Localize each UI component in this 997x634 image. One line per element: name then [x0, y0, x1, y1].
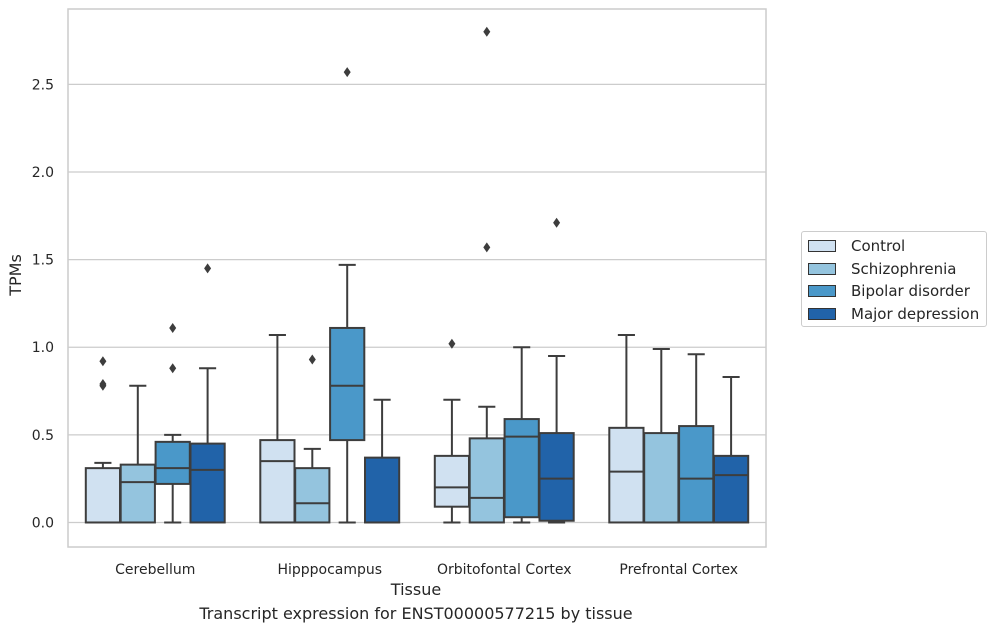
outlier-point — [169, 363, 177, 374]
legend-label: Control — [851, 237, 906, 255]
box-iqr — [538, 432, 575, 522]
plot-frame — [67, 8, 767, 548]
box-iqr — [329, 326, 366, 442]
box-schizophrenia — [643, 347, 680, 524]
box-iqr — [503, 418, 540, 519]
box-major-depression — [363, 398, 401, 524]
box-schizophrenia — [119, 384, 156, 524]
y-axis-label: TPMs — [6, 254, 25, 297]
box-bipolar-disorder — [503, 346, 540, 524]
x-tick-label: Prefrontal Cortex — [619, 562, 738, 578]
x-tick-label: Orbitofontal Cortex — [437, 562, 572, 578]
y-tick-label: 0.0 — [32, 515, 54, 531]
y-tick-label: 1.5 — [32, 253, 54, 269]
box-iqr — [259, 439, 296, 524]
box-plots — [84, 26, 750, 524]
legend-swatch — [808, 285, 836, 297]
outlier-point — [483, 26, 491, 37]
box-iqr — [84, 467, 122, 524]
legend-swatch — [808, 262, 836, 275]
box-iqr — [608, 426, 645, 524]
box-iqr — [468, 437, 505, 524]
box-major-depression — [538, 217, 575, 524]
outlier-point — [99, 356, 107, 367]
y-tick-label: 2.0 — [32, 165, 54, 181]
box-iqr — [363, 456, 401, 524]
box-control — [259, 333, 296, 524]
outlier-point — [99, 380, 107, 391]
outlier-point — [553, 217, 561, 228]
legend-label: Schizophrenia — [851, 259, 957, 278]
y-tick-label: 1.0 — [32, 340, 54, 356]
legend: Control Schizophrenia Bipolar disorder Majo… — [801, 231, 987, 327]
box-bipolar-disorder — [154, 322, 191, 524]
y-tick-label: 0.5 — [32, 428, 54, 444]
box-major-depression — [189, 263, 226, 524]
box-control — [84, 356, 122, 524]
outlier-point — [204, 263, 212, 274]
box-schizophrenia — [468, 26, 505, 524]
chart-caption: Transcript expression for ENST0000057721… — [199, 604, 633, 623]
box-iqr — [433, 454, 471, 508]
legend-item: Major depression — [808, 304, 979, 324]
box-control — [608, 333, 645, 524]
box-iqr — [678, 425, 715, 524]
box-schizophrenia — [294, 354, 331, 524]
box-iqr — [712, 454, 750, 524]
x-tick-labels: Cerebellum Hipppocampus Orbitofontal Corte… — [115, 562, 738, 578]
legend-item: Control — [808, 236, 905, 256]
legend-item: Bipolar disorder — [808, 281, 970, 301]
y-tick-labels: 0.0 0.5 1.0 1.5 2.0 2.5 — [32, 77, 54, 531]
box-iqr — [294, 467, 331, 524]
outlier-point — [169, 322, 177, 333]
x-tick-label: Hipppocampus — [277, 562, 382, 578]
x-tick-label: Cerebellum — [115, 562, 195, 578]
box-iqr — [189, 442, 226, 524]
legend-label: Bipolar disorder — [851, 282, 970, 300]
legend-swatch — [808, 240, 836, 252]
legend-swatch — [808, 307, 836, 320]
outlier-point — [448, 338, 456, 349]
legend-label: Major depression — [851, 304, 980, 323]
box-bipolar-disorder — [329, 67, 366, 524]
outlier-point — [483, 242, 491, 253]
box-control — [433, 338, 471, 524]
box-iqr — [154, 440, 191, 485]
outlier-point — [343, 67, 351, 78]
box-iqr — [643, 432, 680, 524]
box-iqr — [119, 463, 156, 524]
outlier-point — [308, 354, 316, 365]
y-tick-label: 2.5 — [32, 77, 54, 93]
legend-item: Schizophrenia — [808, 259, 956, 279]
box-bipolar-disorder — [678, 353, 715, 524]
box-major-depression — [712, 376, 750, 524]
x-axis-label: Tissue — [390, 580, 441, 599]
